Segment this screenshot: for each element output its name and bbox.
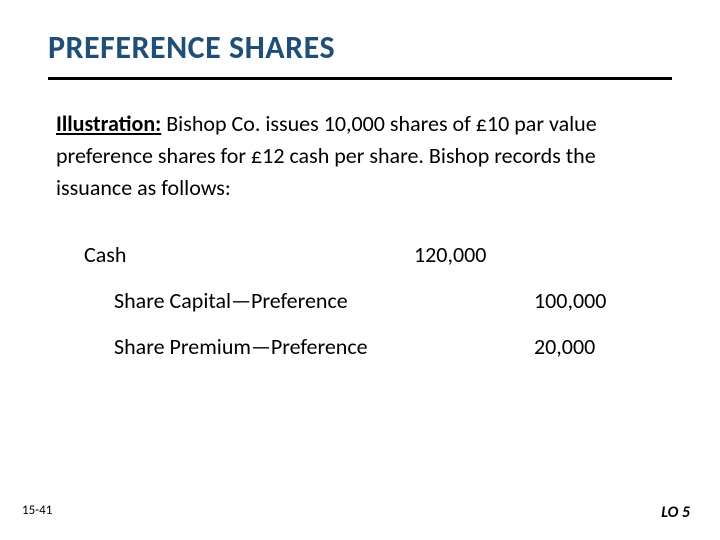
journal-row: Cash 120,000 <box>84 232 672 278</box>
journal-debit: 120,000 <box>414 232 534 278</box>
journal-credit: 20,000 <box>534 324 654 370</box>
journal-row: Share Capital—Preference 100,000 <box>84 278 672 324</box>
illustration-paragraph: Illustration: Bishop Co. issues 10,000 s… <box>48 108 672 204</box>
journal-account: Cash <box>84 232 414 278</box>
page-number: 15-41 <box>22 503 52 522</box>
journal-entry: Cash 120,000 Share Capital—Preference 10… <box>48 232 672 371</box>
journal-account: Share Premium—Preference <box>84 324 414 370</box>
journal-row: Share Premium—Preference 20,000 <box>84 324 672 370</box>
title-underline <box>48 77 672 80</box>
journal-credit: 100,000 <box>534 278 654 324</box>
journal-account: Share Capital—Preference <box>84 278 414 324</box>
learning-objective: LO 5 <box>661 503 690 522</box>
journal-credit <box>534 232 654 278</box>
illustration-label: Illustration: <box>56 110 161 137</box>
journal-debit <box>414 278 534 324</box>
slide-title: PREFERENCE SHARES <box>48 28 672 67</box>
slide: PREFERENCE SHARES Illustration: Bishop C… <box>0 0 720 540</box>
journal-debit <box>414 324 534 370</box>
slide-footer: 15-41 LO 5 <box>0 503 720 522</box>
